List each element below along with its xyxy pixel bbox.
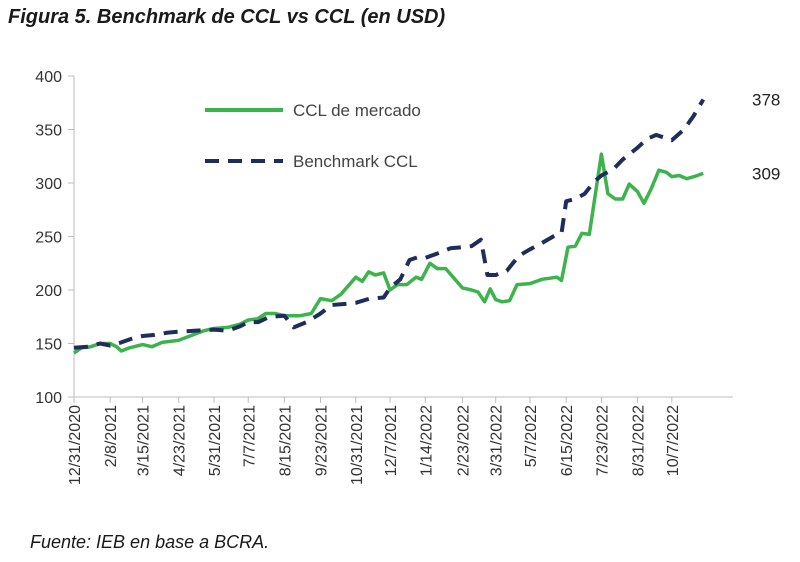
series-line-2 bbox=[73, 98, 706, 350]
legend: CCL de mercado Benchmark CCL bbox=[205, 101, 421, 171]
chart-axes: 100 150 200 250 300 350 400 12/31/2020 2/8/2021 3… bbox=[35, 69, 733, 485]
y-tick-label: 350 bbox=[35, 123, 62, 140]
x-tick-label: 10/31/2021 bbox=[349, 405, 366, 485]
end-value-label-1: 309 bbox=[752, 164, 780, 183]
y-tick-label: 150 bbox=[35, 337, 62, 354]
x-tick-label: 2/8/2021 bbox=[103, 405, 120, 467]
series-line-1 bbox=[72, 152, 704, 355]
x-tick-label: 5/7/2022 bbox=[523, 405, 540, 467]
chart-title: Figura 5. Benchmark de CCL vs CCL (en US… bbox=[8, 6, 446, 28]
x-tick-label: 9/23/2021 bbox=[314, 405, 331, 476]
y-tick-label: 250 bbox=[35, 230, 62, 247]
legend-label-2: Benchmark CCL bbox=[293, 152, 418, 171]
y-tick-label: 400 bbox=[35, 69, 62, 86]
x-tick-label: 12/31/2020 bbox=[67, 405, 84, 485]
end-value-label-2: 378 bbox=[752, 91, 780, 110]
legend-label-1: CCL de mercado bbox=[293, 101, 421, 120]
x-tick-label: 7/23/2022 bbox=[594, 405, 611, 476]
x-tick-label: 10/7/2022 bbox=[665, 405, 682, 476]
x-tick-label: 12/7/2021 bbox=[383, 405, 400, 476]
x-tick-label: 5/31/2021 bbox=[207, 405, 224, 476]
end-labels: 309 378 bbox=[752, 91, 780, 184]
x-tick-label: 2/23/2022 bbox=[455, 405, 472, 476]
x-tick-label: 3/15/2021 bbox=[136, 405, 153, 476]
x-tick-label: 6/15/2022 bbox=[559, 405, 576, 476]
x-tick-label: 8/31/2022 bbox=[631, 405, 648, 476]
x-tick-label: 8/15/2021 bbox=[277, 405, 294, 476]
x-tick-label: 3/31/2022 bbox=[489, 405, 506, 476]
y-tick-label: 300 bbox=[35, 176, 62, 193]
x-tick-label: 4/23/2021 bbox=[172, 405, 189, 476]
series-layer bbox=[72, 98, 706, 355]
y-tick-label: 200 bbox=[35, 283, 62, 300]
x-tick-label: 1/14/2022 bbox=[418, 405, 435, 476]
x-tick-label: 7/7/2021 bbox=[241, 405, 258, 467]
y-tick-label: 100 bbox=[35, 390, 62, 407]
source-note: Fuente: IEB en base a BCRA. bbox=[30, 532, 270, 552]
